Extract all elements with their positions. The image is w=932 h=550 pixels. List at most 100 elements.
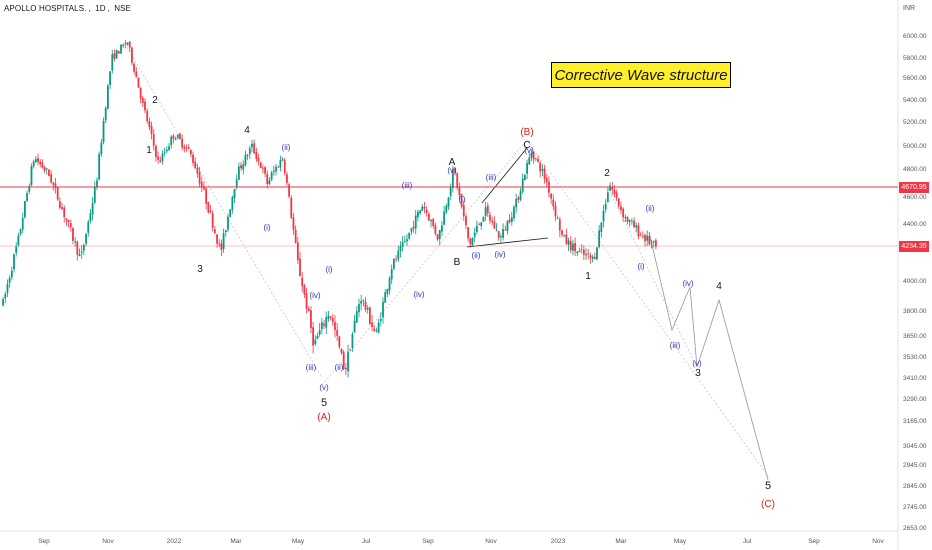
candle-body (316, 335, 319, 339)
candle-body (237, 166, 240, 180)
candle-body (593, 256, 596, 260)
candle-body (179, 133, 181, 140)
candle-body (458, 186, 461, 196)
candle-body (327, 315, 330, 319)
candle-body (491, 220, 494, 223)
candle-body (318, 330, 321, 335)
candle-body (266, 174, 269, 184)
candle-body (63, 207, 66, 218)
candle-body (131, 47, 133, 63)
candle-body (430, 220, 432, 222)
candle-body (445, 205, 448, 213)
candle-body (80, 251, 83, 253)
candle-body (183, 146, 186, 149)
candle-body (596, 247, 598, 260)
wave-label-intermediate: B (454, 257, 461, 268)
candle-body (366, 308, 369, 310)
candle-body (286, 174, 288, 183)
wave-label-intermediate: 3 (695, 368, 701, 379)
candle-body (152, 134, 155, 146)
candle-body (567, 240, 570, 245)
candle-body (196, 167, 199, 174)
candle-body (582, 249, 585, 255)
candle-body (558, 219, 561, 231)
candle-body (93, 187, 96, 203)
wave-label-minor: (iii) (402, 181, 413, 190)
candle-body (279, 160, 282, 168)
candle-body (611, 186, 614, 190)
chart-title-annotation[interactable]: Corrective Wave structure (551, 62, 731, 88)
time-axis[interactable]: Sep Nov 2022 Mar May Jul Sep Nov 2023 Mar May Jul Se… (38, 538, 884, 545)
candle-body (386, 289, 389, 294)
wave-label-minor: (v) (447, 166, 457, 175)
candle-body (484, 207, 487, 216)
candle-body (170, 136, 173, 146)
candle-body (504, 229, 507, 231)
y-tick-label: 3410.00 (903, 375, 927, 382)
candle-body (478, 224, 480, 226)
candle-body (550, 193, 553, 199)
candle-body (545, 178, 548, 183)
candle-body (52, 182, 55, 185)
candle-body (447, 197, 450, 207)
symbol-header[interactable]: APOLLO HOSPITALS., 1D, NSE (4, 4, 131, 13)
candle-body (115, 49, 118, 59)
candle-body (460, 193, 463, 207)
trend-line-upper (481, 147, 528, 204)
wave-label-minor: (v) (319, 383, 329, 392)
y-tick-label: 2653.00 (903, 525, 927, 532)
candle-body (314, 339, 317, 345)
symbol-name: APOLLO HOSPITALS. (4, 4, 87, 13)
candle-body (307, 308, 310, 312)
y-tick-label: 5000.00 (903, 143, 927, 150)
candle-body (155, 146, 157, 158)
candle-body (397, 250, 400, 260)
candle-body (246, 154, 249, 156)
wave-label-intermediate: 4 (244, 125, 250, 136)
candle-body (469, 238, 472, 245)
candle-body (521, 178, 524, 192)
candle-body (473, 232, 476, 237)
price-axis[interactable]: 6000.00 5800.00 5600.00 5400.00 5200.00 5000.… (903, 33, 927, 532)
candle-body (128, 41, 131, 48)
candle-body (89, 213, 92, 221)
wave-label-minor: (i) (458, 195, 465, 204)
y-tick-label: 5800.00 (903, 55, 927, 62)
candle-body (192, 154, 194, 163)
y-tick-label: 3165.00 (903, 418, 927, 425)
candle-body (598, 230, 601, 248)
candle-body (15, 246, 18, 253)
candle-body (624, 217, 627, 218)
candle-body (393, 259, 395, 269)
wave-label-intermediate: C (523, 140, 530, 151)
candle-body (576, 251, 579, 254)
candle-body (161, 153, 164, 161)
candle-body (96, 180, 98, 187)
candle-body (135, 71, 138, 78)
y-tick-label: 5200.00 (903, 119, 927, 126)
candle-body (347, 351, 349, 372)
y-tick-label: 3530.00 (903, 354, 927, 361)
candle-body (312, 327, 315, 346)
candle-body (561, 230, 563, 235)
candle-body (37, 157, 39, 163)
candle-body (91, 203, 94, 215)
y-tick-label: 2845.00 (903, 483, 927, 490)
candle-body (499, 236, 502, 238)
wave-label-primary: (C) (761, 499, 775, 510)
wave-label-minor: (iii) (306, 363, 317, 372)
candle-body (530, 153, 533, 158)
candle-body (4, 293, 7, 299)
projection-line (526, 139, 769, 477)
y-tick-label: 3290.00 (903, 396, 927, 403)
candle-body (220, 243, 223, 250)
candle-body (189, 150, 192, 155)
wave-label-minor: (iv) (494, 250, 505, 259)
candle-body (401, 242, 404, 247)
candle-body (310, 310, 312, 328)
candle-body (565, 234, 568, 244)
candle-body (336, 330, 339, 336)
candle-body (163, 152, 166, 154)
candle-body (580, 249, 583, 251)
